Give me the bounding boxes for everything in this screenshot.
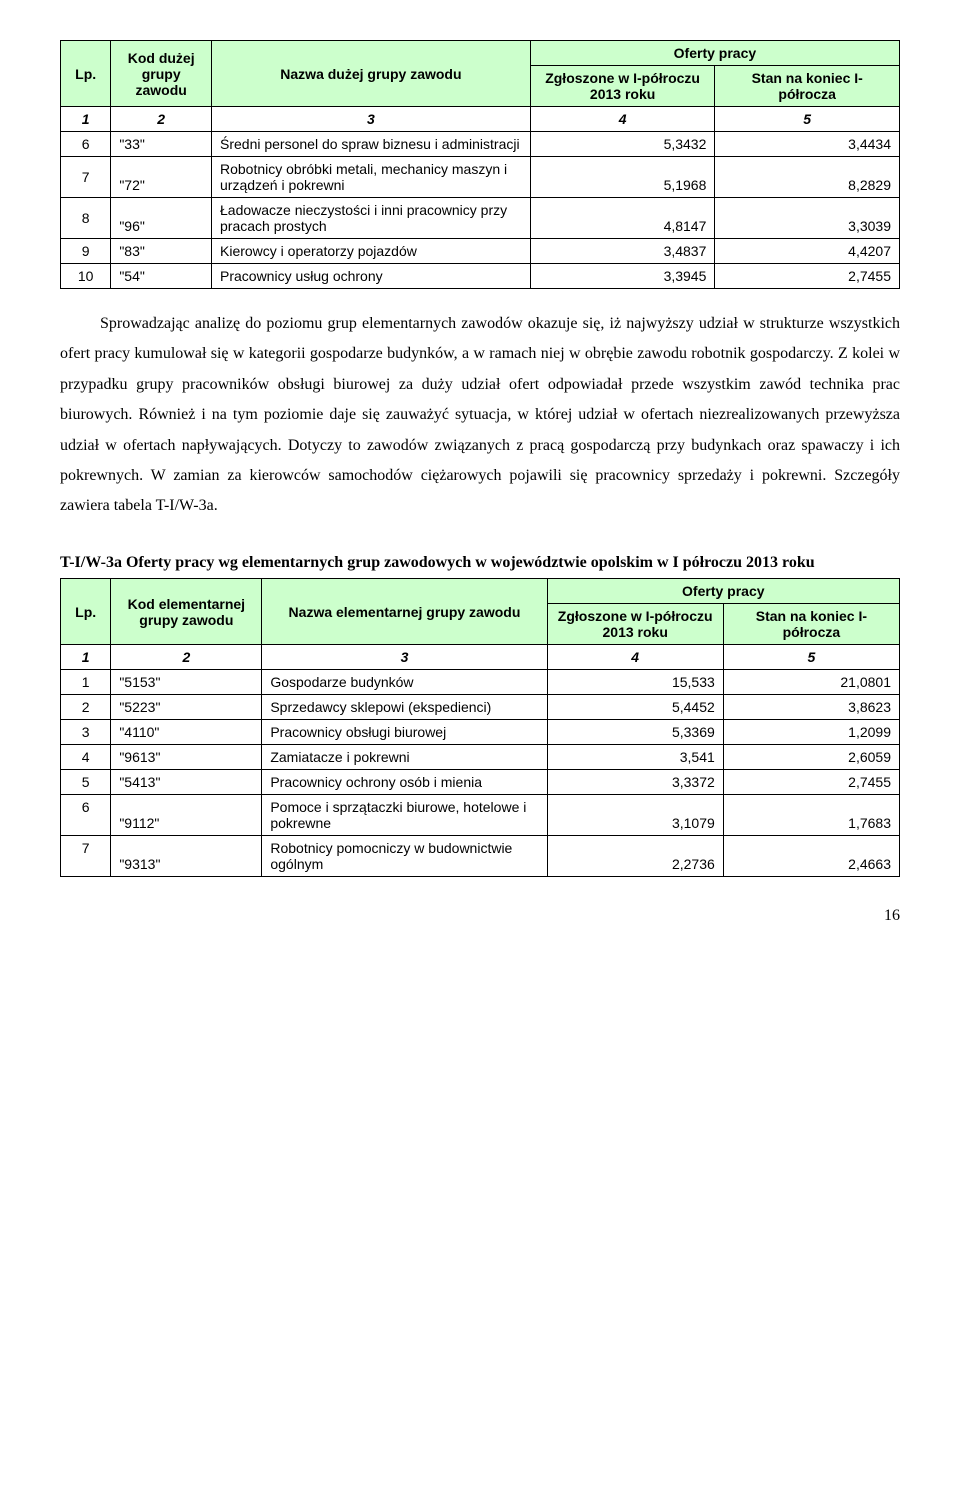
cell-nazwa: Robotnicy obróbki metali, mechanicy masz…: [212, 157, 531, 198]
cell-v1: 4,8147: [530, 198, 715, 239]
table-row: 6"9112"Pomoce i sprzątaczki biurowe, hot…: [61, 795, 900, 836]
cell-kod: "33": [111, 132, 212, 157]
cell-v1: 2,2736: [547, 836, 723, 877]
t1-numhdr-3: 3: [212, 107, 531, 132]
cell-kod: "5413": [111, 770, 262, 795]
cell-v1: 3,3372: [547, 770, 723, 795]
cell-kod: "5153": [111, 670, 262, 695]
cell-lp: 8: [61, 198, 111, 239]
t2-hdr-kod: Kod elementarnej grupy zawodu: [111, 579, 262, 645]
t1-hdr-oferty: Oferty pracy: [530, 41, 899, 66]
cell-v1: 5,4452: [547, 695, 723, 720]
t2-hdr-stan: Stan na koniec I-półrocza: [723, 604, 899, 645]
table-row: 3"4110"Pracownicy obsługi biurowej5,3369…: [61, 720, 900, 745]
cell-nazwa: Zamiatacze i pokrewni: [262, 745, 547, 770]
cell-lp: 6: [61, 795, 111, 836]
cell-lp: 7: [61, 836, 111, 877]
table-row: 2"5223"Sprzedawcy sklepowi (ekspedienci)…: [61, 695, 900, 720]
cell-nazwa: Robotnicy pomocniczy w budownictwie ogól…: [262, 836, 547, 877]
t1-hdr-lp: Lp.: [61, 41, 111, 107]
cell-v1: 3,541: [547, 745, 723, 770]
cell-v2: 3,8623: [723, 695, 899, 720]
t1-hdr-nazwa: Nazwa dużej grupy zawodu: [212, 41, 531, 107]
table-row: 5"5413"Pracownicy ochrony osób i mienia3…: [61, 770, 900, 795]
cell-nazwa: Pomoce i sprzątaczki biurowe, hotelowe i…: [262, 795, 547, 836]
t2-hdr-zglosz: Zgłoszone w I-półroczu 2013 roku: [547, 604, 723, 645]
t1-numhdr-2: 2: [111, 107, 212, 132]
cell-lp: 3: [61, 720, 111, 745]
cell-v2: 21,0801: [723, 670, 899, 695]
cell-kod: "5223": [111, 695, 262, 720]
page-number: 16: [60, 907, 900, 925]
cell-nazwa: Pracownicy usług ochrony: [212, 264, 531, 289]
cell-v2: 2,7455: [723, 770, 899, 795]
cell-v1: 3,1079: [547, 795, 723, 836]
table-row: 7"72"Robotnicy obróbki metali, mechanicy…: [61, 157, 900, 198]
t2-hdr-oferty: Oferty pracy: [547, 579, 899, 604]
cell-nazwa: Ładowacze nieczystości i inni pracownicy…: [212, 198, 531, 239]
t1-hdr-zglosz: Zgłoszone w I-półroczu 2013 roku: [530, 66, 715, 107]
cell-v1: 15,533: [547, 670, 723, 695]
table2-caption: T-I/W-3a Oferty pracy wg elementarnych g…: [60, 552, 900, 574]
cell-kod: "83": [111, 239, 212, 264]
table-row: 6"33"Średni personel do spraw biznesu i …: [61, 132, 900, 157]
analysis-paragraph: Sprowadzając analizę do poziomu grup ele…: [60, 309, 900, 522]
cell-lp: 5: [61, 770, 111, 795]
cell-kod: "96": [111, 198, 212, 239]
t2-numhdr-2: 2: [111, 645, 262, 670]
cell-kod: "9112": [111, 795, 262, 836]
cell-lp: 6: [61, 132, 111, 157]
t1-numhdr-5: 5: [715, 107, 900, 132]
cell-v2: 3,4434: [715, 132, 900, 157]
cell-nazwa: Kierowcy i operatorzy pojazdów: [212, 239, 531, 264]
t2-numhdr-1: 1: [61, 645, 111, 670]
cell-v2: 8,2829: [715, 157, 900, 198]
t2-numhdr-4: 4: [547, 645, 723, 670]
table-row: 10"54"Pracownicy usług ochrony3,39452,74…: [61, 264, 900, 289]
t1-numhdr-1: 1: [61, 107, 111, 132]
t1-numhdr-4: 4: [530, 107, 715, 132]
cell-lp: 1: [61, 670, 111, 695]
cell-v2: 3,3039: [715, 198, 900, 239]
cell-kod: "54": [111, 264, 212, 289]
table-row: 4"9613"Zamiatacze i pokrewni3,5412,6059: [61, 745, 900, 770]
cell-lp: 9: [61, 239, 111, 264]
cell-v2: 4,4207: [715, 239, 900, 264]
cell-v2: 1,2099: [723, 720, 899, 745]
cell-lp: 7: [61, 157, 111, 198]
cell-kod: "4110": [111, 720, 262, 745]
cell-kod: "9613": [111, 745, 262, 770]
cell-v2: 2,6059: [723, 745, 899, 770]
table-row: 8"96"Ładowacze nieczystości i inni praco…: [61, 198, 900, 239]
cell-nazwa: Sprzedawcy sklepowi (ekspedienci): [262, 695, 547, 720]
cell-lp: 10: [61, 264, 111, 289]
t2-numhdr-3: 3: [262, 645, 547, 670]
cell-v2: 2,7455: [715, 264, 900, 289]
cell-v2: 1,7683: [723, 795, 899, 836]
cell-nazwa: Pracownicy obsługi biurowej: [262, 720, 547, 745]
table-bottom: Lp. Kod elementarnej grupy zawodu Nazwa …: [60, 578, 900, 877]
cell-v1: 5,1968: [530, 157, 715, 198]
cell-kod: "9313": [111, 836, 262, 877]
cell-nazwa: Gospodarze budynków: [262, 670, 547, 695]
table-top: Lp. Kod dużej grupy zawodu Nazwa dużej g…: [60, 40, 900, 289]
table-row: 1"5153"Gospodarze budynków15,53321,0801: [61, 670, 900, 695]
cell-v1: 5,3432: [530, 132, 715, 157]
cell-nazwa: Średni personel do spraw biznesu i admin…: [212, 132, 531, 157]
cell-v1: 3,4837: [530, 239, 715, 264]
cell-lp: 2: [61, 695, 111, 720]
t2-numhdr-5: 5: [723, 645, 899, 670]
t1-hdr-kod: Kod dużej grupy zawodu: [111, 41, 212, 107]
t2-hdr-nazwa: Nazwa elementarnej grupy zawodu: [262, 579, 547, 645]
t2-hdr-lp: Lp.: [61, 579, 111, 645]
table-row: 7"9313"Robotnicy pomocniczy w budownictw…: [61, 836, 900, 877]
cell-v1: 3,3945: [530, 264, 715, 289]
table-row: 9"83"Kierowcy i operatorzy pojazdów3,483…: [61, 239, 900, 264]
cell-v2: 2,4663: [723, 836, 899, 877]
cell-v1: 5,3369: [547, 720, 723, 745]
t1-hdr-stan: Stan na koniec I-półrocza: [715, 66, 900, 107]
cell-lp: 4: [61, 745, 111, 770]
cell-nazwa: Pracownicy ochrony osób i mienia: [262, 770, 547, 795]
cell-kod: "72": [111, 157, 212, 198]
